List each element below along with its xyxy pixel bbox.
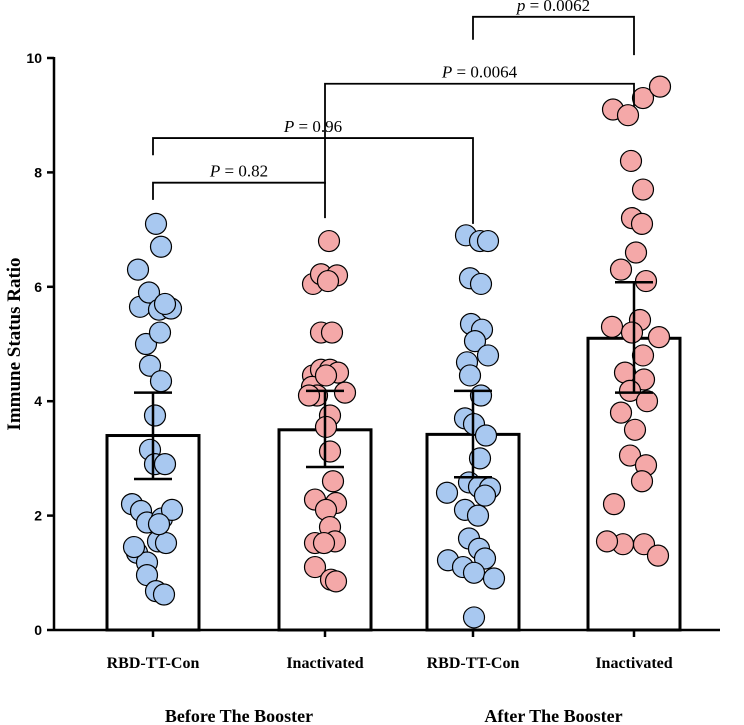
data-point bbox=[324, 570, 348, 593]
data-point bbox=[595, 530, 619, 553]
data-point bbox=[312, 531, 336, 555]
data-point bbox=[476, 229, 500, 253]
data-point bbox=[466, 504, 490, 527]
data-point bbox=[473, 484, 497, 507]
data-point bbox=[160, 498, 184, 521]
data-point bbox=[469, 272, 493, 296]
data-point bbox=[600, 315, 624, 338]
data-point bbox=[317, 229, 341, 253]
data-point bbox=[297, 384, 321, 407]
x-group-label: Before The Booster bbox=[165, 706, 313, 725]
data-point bbox=[462, 561, 486, 584]
data-point bbox=[137, 281, 161, 304]
y-tick-label: 6 bbox=[34, 279, 42, 295]
data-point bbox=[458, 364, 482, 387]
data-point bbox=[435, 481, 459, 504]
data-point bbox=[149, 370, 173, 393]
data-point bbox=[616, 104, 640, 127]
data-point bbox=[631, 178, 655, 201]
data-point bbox=[143, 404, 167, 427]
x-category-label: Inactivated bbox=[595, 655, 672, 672]
data-point bbox=[149, 235, 173, 258]
data-point bbox=[474, 424, 498, 447]
data-point bbox=[647, 326, 671, 349]
y-tick-label: 0 bbox=[34, 622, 42, 638]
plot-area: 0 2 4 6 8 10 RBD-TT-Con Inactivated RBD-TT-Con In… bbox=[26, 0, 720, 725]
p-value-label: P = 0.82 bbox=[209, 162, 268, 181]
data-point bbox=[462, 606, 486, 629]
data-point bbox=[316, 269, 340, 293]
x-category-label: RBD-TT-Con bbox=[107, 655, 200, 672]
data-point bbox=[635, 390, 659, 413]
y-tick-label: 2 bbox=[34, 508, 42, 524]
data-point bbox=[648, 75, 672, 98]
data-point bbox=[148, 321, 172, 344]
y-tick-label: 10 bbox=[26, 50, 42, 66]
data-point bbox=[318, 440, 342, 463]
data-point bbox=[321, 470, 345, 493]
data-point bbox=[144, 212, 168, 235]
data-point bbox=[619, 149, 643, 173]
data-point bbox=[613, 361, 637, 384]
significance-bracket bbox=[472, 15, 635, 56]
data-point bbox=[631, 86, 655, 110]
data-point bbox=[303, 555, 327, 579]
data-point bbox=[609, 401, 633, 424]
data-point bbox=[609, 258, 633, 281]
significance-bracket bbox=[152, 181, 326, 219]
data-point bbox=[147, 513, 171, 536]
data-point bbox=[468, 447, 492, 470]
data-point bbox=[602, 493, 626, 516]
data-point bbox=[482, 567, 506, 590]
data-point bbox=[631, 344, 655, 367]
data-point bbox=[618, 444, 642, 467]
data-point bbox=[333, 381, 357, 404]
p-value-label: P = 0.0064 bbox=[441, 63, 518, 82]
significance-bracket bbox=[152, 137, 474, 224]
p-value-label: p = 0.0062 bbox=[516, 0, 590, 15]
data-point bbox=[630, 212, 654, 235]
data-point bbox=[152, 583, 176, 606]
data-point bbox=[623, 418, 647, 441]
data-point bbox=[314, 364, 338, 387]
data-point bbox=[463, 330, 487, 353]
p-value-label: P = 0.96 bbox=[283, 117, 342, 136]
data-point bbox=[153, 292, 177, 316]
data-point bbox=[320, 321, 344, 344]
data-point bbox=[646, 544, 670, 567]
significance-bracket bbox=[324, 82, 635, 184]
y-tick-label: 4 bbox=[34, 393, 42, 409]
data-point bbox=[138, 354, 162, 377]
data-point bbox=[153, 453, 177, 476]
data-point bbox=[154, 531, 178, 555]
data-point bbox=[630, 470, 654, 493]
data-point bbox=[126, 258, 150, 281]
x-category-label: Inactivated bbox=[286, 655, 363, 672]
data-point bbox=[624, 241, 648, 264]
y-axis-title: Immune Status Ratio bbox=[4, 257, 25, 430]
data-point bbox=[122, 535, 146, 559]
x-category-label: RBD-TT-Con bbox=[427, 655, 520, 672]
x-group-label: After The Booster bbox=[484, 706, 622, 725]
y-tick-label: 8 bbox=[34, 164, 42, 180]
data-point bbox=[476, 344, 500, 367]
data-point bbox=[620, 321, 644, 344]
